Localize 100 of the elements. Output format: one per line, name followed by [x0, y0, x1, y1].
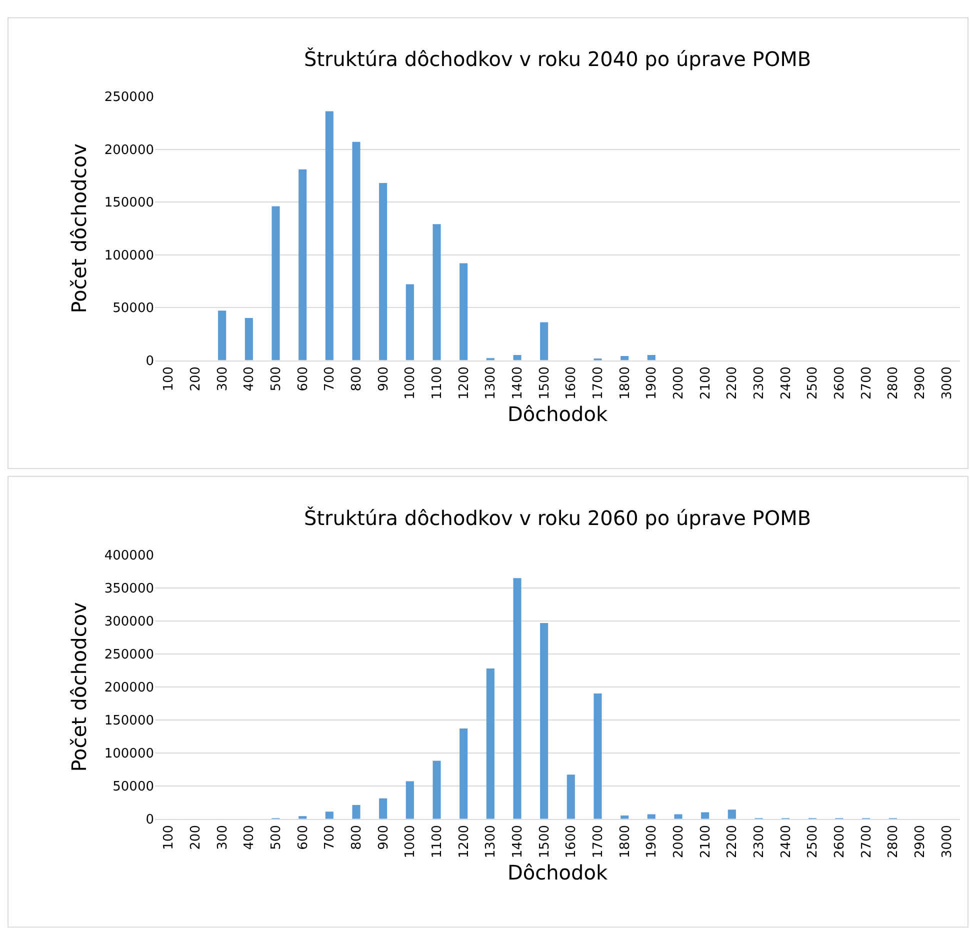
x-tick-label: 1900	[644, 366, 660, 400]
x-tick-label: 2900	[912, 825, 928, 858]
x-tick-label: 2100	[698, 366, 714, 400]
x-tick-label: 1500	[537, 825, 552, 858]
x-tick-label: 1000	[403, 825, 418, 858]
x-tick-label: 2500	[806, 366, 821, 400]
x-tick-label: 1200	[456, 825, 472, 858]
y-axis-title: Počet dôchodcov	[66, 143, 91, 314]
x-tick-label: 2300	[752, 825, 767, 858]
x-tick-label: 100	[162, 825, 177, 850]
bar	[379, 183, 388, 360]
bar	[566, 774, 575, 819]
bar	[298, 169, 307, 360]
bar	[647, 814, 656, 819]
x-tick-label: 1700	[590, 825, 606, 858]
bar	[540, 623, 548, 819]
bar	[352, 804, 360, 819]
bar	[352, 142, 360, 360]
x-tick-label: 3000	[940, 825, 955, 858]
x-tick-label: 2000	[671, 366, 686, 400]
x-tick-label: 600	[296, 825, 311, 850]
x-tick-label: 1300	[484, 825, 499, 858]
x-tick-label: 300	[215, 825, 230, 850]
x-tick-label: 600	[296, 366, 311, 392]
x-axis-title: Dôchodok	[507, 860, 608, 885]
bar	[432, 224, 441, 360]
bar	[460, 728, 468, 819]
x-tick-label: 2200	[725, 366, 740, 400]
x-axis-title: Dôchodok	[507, 402, 608, 426]
chart-title: Štruktúra dôchodkov v roku 2040 po úprave POMB	[304, 47, 812, 71]
x-tick-label: 2000	[671, 825, 686, 858]
bar	[244, 318, 253, 360]
x-tick-label: 2400	[778, 366, 794, 400]
y-axis-title: Počet dôchodcov	[66, 602, 91, 772]
bar	[594, 694, 602, 819]
x-tick-label: 2100	[698, 825, 714, 858]
x-tick-label: 2600	[832, 366, 848, 400]
x-tick-label: 3000	[940, 366, 955, 400]
bar	[701, 812, 710, 819]
chart-title: Štruktúra dôchodkov v roku 2060 po úprave POMB	[304, 506, 812, 530]
y-tick-label: 150000	[104, 713, 154, 728]
x-tick-label: 500	[268, 366, 284, 392]
bar	[432, 760, 441, 819]
x-tick-label: 2600	[832, 825, 848, 858]
y-tick-label: 50000	[112, 779, 154, 794]
x-tick-label: 1100	[430, 366, 445, 400]
x-tick-label: 900	[376, 366, 392, 392]
x-tick-label: 2400	[778, 825, 794, 858]
y-tick-label: 250000	[104, 648, 154, 663]
x-tick-label: 2700	[859, 366, 874, 400]
x-tick-label: 1600	[564, 366, 580, 400]
bar	[513, 354, 522, 360]
x-tick-label: 200	[188, 366, 204, 392]
y-tick-label: 350000	[104, 582, 154, 597]
x-tick-label: 200	[188, 825, 204, 850]
bar	[674, 814, 682, 819]
x-tick-label: 2300	[752, 366, 767, 400]
bar	[460, 263, 468, 360]
bar	[325, 111, 334, 360]
x-tick-label: 2500	[806, 825, 821, 858]
x-tick-label: 2700	[859, 825, 874, 858]
x-tick-label: 800	[349, 825, 364, 850]
x-tick-label: 300	[215, 366, 230, 392]
y-tick-label: 400000	[104, 548, 154, 564]
x-tick-label: 1800	[618, 366, 633, 400]
y-tick-label: 100000	[104, 746, 154, 762]
x-tick-label: 700	[322, 366, 338, 392]
x-tick-label: 700	[322, 825, 338, 850]
x-tick-label: 400	[242, 825, 258, 850]
x-tick-label: 2900	[912, 366, 928, 400]
x-tick-label: 2800	[886, 825, 902, 858]
x-tick-label: 1200	[456, 366, 472, 400]
x-tick-label: 1800	[618, 825, 633, 858]
y-tick-label: 50000	[112, 301, 154, 316]
y-tick-label: 250000	[104, 90, 154, 106]
bar	[298, 816, 307, 819]
bar	[540, 322, 548, 360]
bar	[486, 668, 494, 819]
x-tick-label: 100	[162, 366, 177, 392]
bar	[218, 310, 226, 360]
bar	[728, 810, 736, 819]
bar	[513, 578, 522, 819]
x-tick-label: 800	[349, 366, 364, 392]
y-tick-label: 0	[146, 812, 154, 828]
bar	[620, 816, 629, 819]
x-tick-label: 900	[376, 825, 392, 850]
x-tick-label: 500	[268, 825, 284, 850]
y-tick-label: 200000	[104, 680, 154, 696]
x-tick-label: 1100	[430, 825, 445, 858]
y-tick-label: 300000	[104, 614, 154, 630]
bar	[647, 354, 656, 360]
x-tick-label: 1000	[403, 366, 418, 400]
bar	[272, 206, 280, 360]
x-tick-label: 1400	[510, 825, 526, 858]
bar	[406, 781, 414, 819]
x-tick-label: 2200	[725, 825, 740, 858]
x-tick-label: 1700	[590, 366, 606, 400]
y-tick-label: 0	[146, 354, 154, 369]
x-tick-label: 1300	[484, 366, 499, 400]
bar	[620, 356, 629, 360]
